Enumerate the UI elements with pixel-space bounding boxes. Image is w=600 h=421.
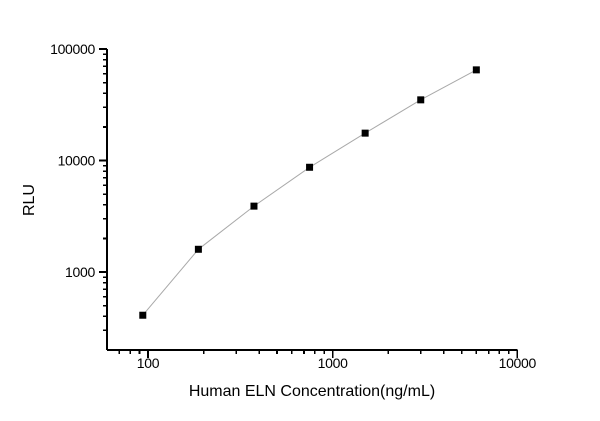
- y-tick-label: 100000: [50, 41, 95, 57]
- data-point-marker: [472, 66, 480, 74]
- x-tick-label: 1000: [318, 355, 348, 371]
- plot-area: 100 1000 10000 1000 10000 100000: [50, 41, 537, 371]
- data-point-marker: [306, 163, 314, 171]
- y-tick-label: 10000: [58, 153, 96, 169]
- data-point-marker: [361, 129, 369, 137]
- x-tick-label: 10000: [499, 355, 537, 371]
- data-point-marker: [417, 96, 425, 104]
- data-point-marker: [194, 245, 202, 253]
- x-tick-label: 100: [137, 355, 160, 371]
- data-point-marker: [139, 311, 147, 319]
- y-tick-label: 1000: [65, 264, 95, 280]
- series-line: [142, 69, 477, 316]
- data-point-marker: [250, 202, 258, 210]
- y-axis-title: RLU: [21, 184, 38, 216]
- x-axis-title: Human ELN Concentration(ng/mL): [189, 383, 435, 400]
